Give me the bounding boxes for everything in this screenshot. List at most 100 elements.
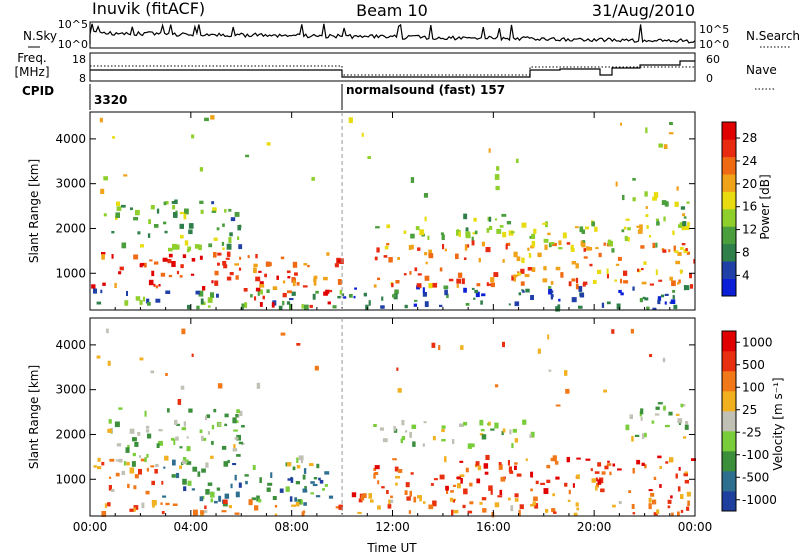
velocity-cell xyxy=(373,473,376,479)
power-cell xyxy=(637,268,640,272)
velocity-cell xyxy=(422,443,425,447)
velocity-cell xyxy=(667,499,672,504)
power-cell xyxy=(222,260,227,266)
power-cell xyxy=(323,293,329,296)
power-cell xyxy=(683,249,688,254)
velocity-cell xyxy=(591,478,596,483)
velocity-cell xyxy=(395,475,400,479)
velocity-cell xyxy=(490,489,493,495)
power-cell xyxy=(255,287,261,292)
power-cell xyxy=(658,143,663,148)
power-cell xyxy=(689,273,692,279)
velocity-cell xyxy=(550,457,554,462)
velocity-cell xyxy=(254,505,259,511)
velocity-cell xyxy=(396,367,399,371)
velocity-cell xyxy=(576,474,580,480)
velocity-cell xyxy=(648,489,653,492)
velocity-cell xyxy=(187,480,192,486)
velocity-xlabel: Time UT xyxy=(366,541,417,554)
power-cell xyxy=(624,235,628,241)
power-cell xyxy=(672,230,675,236)
power-cell xyxy=(655,269,658,276)
velocity-cell xyxy=(206,414,211,419)
velocity-cell xyxy=(445,485,449,491)
power-colorbar-tick-label: 24 xyxy=(742,154,757,168)
velocity-cell xyxy=(302,489,308,493)
velocity-ytick-label: 1000 xyxy=(55,472,86,486)
power-cell xyxy=(163,221,167,225)
velocity-cell xyxy=(530,504,535,507)
power-cell xyxy=(598,252,602,258)
power-cell xyxy=(287,290,292,294)
velocity-cell xyxy=(469,501,474,505)
velocity-cell xyxy=(409,431,412,438)
power-cell xyxy=(222,223,225,227)
power-cell xyxy=(649,235,652,238)
velocity-cell xyxy=(409,490,412,497)
velocity-cell xyxy=(202,437,207,441)
velocity-cell xyxy=(207,482,213,486)
velocity-ylabel: Slant Range [km] xyxy=(27,365,41,469)
velocity-cell xyxy=(678,467,681,471)
velocity-cell xyxy=(156,443,160,448)
power-cell xyxy=(522,290,525,293)
velocity-cell xyxy=(133,485,137,490)
power-cell xyxy=(663,144,668,149)
power-cell xyxy=(669,276,673,281)
velocity-cell xyxy=(465,467,469,473)
velocity-cell xyxy=(165,502,170,506)
power-cell xyxy=(465,232,471,239)
power-cell xyxy=(267,263,270,267)
velocity-cell xyxy=(459,460,464,463)
power-cell xyxy=(485,247,491,253)
power-cell xyxy=(505,242,511,246)
power-cell xyxy=(643,261,647,265)
power-cell xyxy=(222,247,225,250)
power-cell xyxy=(656,221,660,226)
power-colorbar-tick-label: 20 xyxy=(742,177,757,191)
velocity-cell xyxy=(675,413,680,416)
velocity-cell xyxy=(680,509,684,513)
cpid-label: CPID xyxy=(22,84,54,98)
power-cell xyxy=(361,132,364,137)
velocity-cell xyxy=(186,446,191,452)
velocity-cell xyxy=(568,489,571,495)
velocity-cell xyxy=(662,357,666,363)
nave-line xyxy=(90,60,695,78)
power-cell xyxy=(463,287,467,293)
velocity-cell xyxy=(644,464,647,469)
power-cell xyxy=(190,273,195,276)
velocity-cell xyxy=(141,502,145,509)
velocity-cell xyxy=(651,420,655,424)
power-cell xyxy=(417,247,421,251)
velocity-cell xyxy=(388,499,394,504)
power-axes-frame xyxy=(89,111,696,311)
velocity-cell xyxy=(314,365,319,371)
power-cell xyxy=(403,273,407,276)
power-ytick-label: 3000 xyxy=(55,177,86,191)
date-title: 31/Aug/2010 xyxy=(592,1,695,20)
velocity-cell xyxy=(303,468,307,474)
power-cell xyxy=(240,307,244,310)
power-cell xyxy=(103,176,108,181)
power-cell xyxy=(655,242,658,248)
power-cell xyxy=(250,294,253,298)
velocity-cell xyxy=(104,503,107,508)
power-cell xyxy=(260,289,263,295)
velocity-colorbar-label: Velocity [m s⁻¹] xyxy=(771,377,785,470)
power-cell xyxy=(505,244,508,250)
velocity-cell xyxy=(640,417,643,421)
freq-tick-top: 18 xyxy=(72,53,86,66)
power-cell xyxy=(229,272,234,276)
power-heatmap xyxy=(91,115,696,312)
velocity-cell xyxy=(432,436,436,441)
power-cell xyxy=(472,232,478,235)
power-cell xyxy=(119,266,124,271)
power-cell xyxy=(493,272,499,277)
power-cell xyxy=(112,136,115,139)
power-cell xyxy=(465,227,469,232)
velocity-cell xyxy=(459,474,465,477)
velocity-cell xyxy=(564,482,568,487)
nsearch-tick-top: 10^5 xyxy=(699,23,729,36)
velocity-cell xyxy=(564,370,568,376)
